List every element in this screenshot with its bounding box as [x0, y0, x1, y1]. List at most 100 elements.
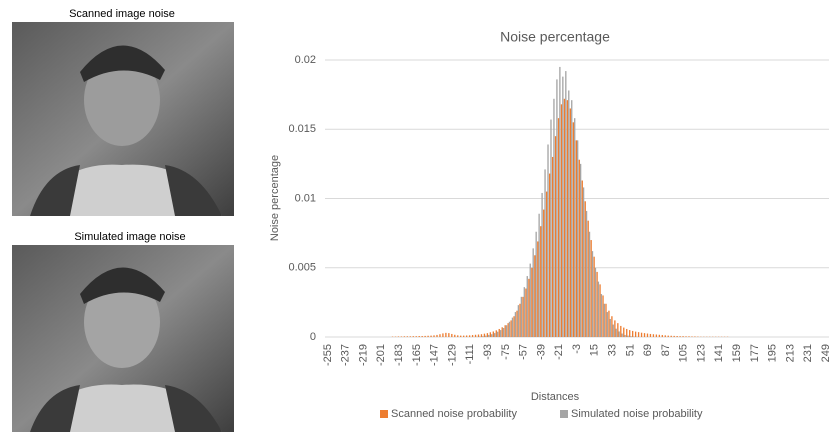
- bar: [526, 276, 528, 337]
- bar: [649, 333, 652, 337]
- bar: [501, 327, 503, 337]
- bar: [504, 325, 506, 337]
- bar: [507, 323, 509, 337]
- bar: [541, 192, 543, 337]
- bar: [543, 209, 545, 337]
- bar: [688, 336, 690, 337]
- bar: [621, 333, 623, 337]
- x-tick-label: 105: [678, 344, 690, 362]
- x-tick-label: 159: [731, 344, 743, 362]
- bar: [563, 98, 566, 337]
- x-tick-label: 69: [642, 344, 654, 356]
- bar: [499, 330, 502, 337]
- bar: [630, 336, 632, 337]
- bar: [587, 220, 589, 337]
- series: [391, 98, 729, 337]
- bar: [640, 332, 643, 337]
- bar: [557, 118, 560, 337]
- x-tick-label: 177: [749, 344, 761, 362]
- x-tick-label: -57: [518, 344, 530, 360]
- bar: [600, 294, 603, 337]
- bar: [485, 335, 487, 337]
- bar: [602, 295, 604, 337]
- bar: [679, 336, 681, 337]
- bar: [597, 281, 600, 337]
- simulated-photo: Simulated image noise: [12, 231, 234, 432]
- bar: [415, 336, 417, 337]
- bar: [655, 334, 658, 337]
- bar: [603, 303, 606, 337]
- bar: [544, 169, 546, 337]
- bar: [457, 335, 459, 337]
- bar: [578, 159, 580, 337]
- y-tick-label: 0.015: [288, 123, 316, 135]
- x-tick-label: -21: [553, 344, 565, 360]
- bar: [554, 136, 557, 337]
- bar: [588, 231, 591, 337]
- bar: [538, 213, 540, 337]
- bar: [427, 335, 429, 337]
- bar: [550, 119, 552, 338]
- y-tick-label: 0.02: [295, 54, 316, 66]
- bar: [510, 320, 512, 337]
- x-tick-label: -75: [500, 344, 512, 360]
- bar: [673, 335, 675, 337]
- bar: [540, 226, 542, 337]
- legend-label: Simulated noise probability: [571, 408, 703, 420]
- x-tick-label: 15: [589, 344, 601, 356]
- y-tick-label: 0.01: [295, 192, 316, 204]
- bar: [535, 231, 537, 337]
- y-tick-label: 0: [310, 331, 316, 343]
- bar: [477, 334, 480, 337]
- bar: [493, 333, 496, 337]
- bar: [571, 100, 573, 337]
- bar: [465, 335, 468, 337]
- x-tick-label: 87: [660, 344, 672, 356]
- chart-title: Noise percentage: [500, 29, 610, 45]
- x-axis-label: Distances: [531, 391, 580, 403]
- x-tick-label: 123: [695, 344, 707, 362]
- legend-swatch: [380, 410, 388, 418]
- bar: [511, 317, 514, 337]
- image-caption: Simulated image noise: [74, 231, 185, 243]
- bar: [581, 180, 583, 337]
- y-axis-label: Noise percentage: [269, 155, 281, 241]
- bar: [605, 303, 607, 337]
- x-tick-label: -3: [571, 344, 583, 354]
- x-tick-label: -93: [482, 344, 494, 360]
- bar: [614, 320, 616, 337]
- bar: [629, 330, 631, 337]
- bar: [646, 333, 649, 337]
- bar: [664, 335, 666, 337]
- bar: [574, 118, 576, 337]
- bar: [514, 312, 517, 337]
- bar: [528, 278, 530, 337]
- bar: [460, 335, 462, 337]
- bar: [498, 328, 500, 337]
- bar: [412, 336, 414, 337]
- bar: [575, 140, 577, 337]
- bar: [430, 335, 432, 337]
- bar: [608, 310, 610, 337]
- bar: [682, 336, 684, 337]
- x-tick-label: -147: [429, 344, 441, 366]
- bar: [618, 331, 620, 337]
- bar: [667, 335, 669, 337]
- bar: [582, 187, 585, 337]
- bar: [562, 76, 564, 338]
- bar: [517, 305, 520, 337]
- x-tick-label: 195: [767, 344, 779, 362]
- bar: [409, 336, 411, 337]
- bar: [556, 79, 558, 337]
- x-tick-label: -39: [535, 344, 547, 360]
- bar: [623, 327, 625, 337]
- bar: [548, 173, 551, 337]
- bar: [486, 333, 489, 337]
- bar: [658, 334, 661, 337]
- x-tick-label: -201: [375, 344, 387, 366]
- legend-swatch: [560, 410, 568, 418]
- bar: [661, 335, 663, 337]
- x-tick-label: -255: [322, 344, 334, 366]
- bar: [559, 66, 561, 338]
- bar: [442, 333, 444, 337]
